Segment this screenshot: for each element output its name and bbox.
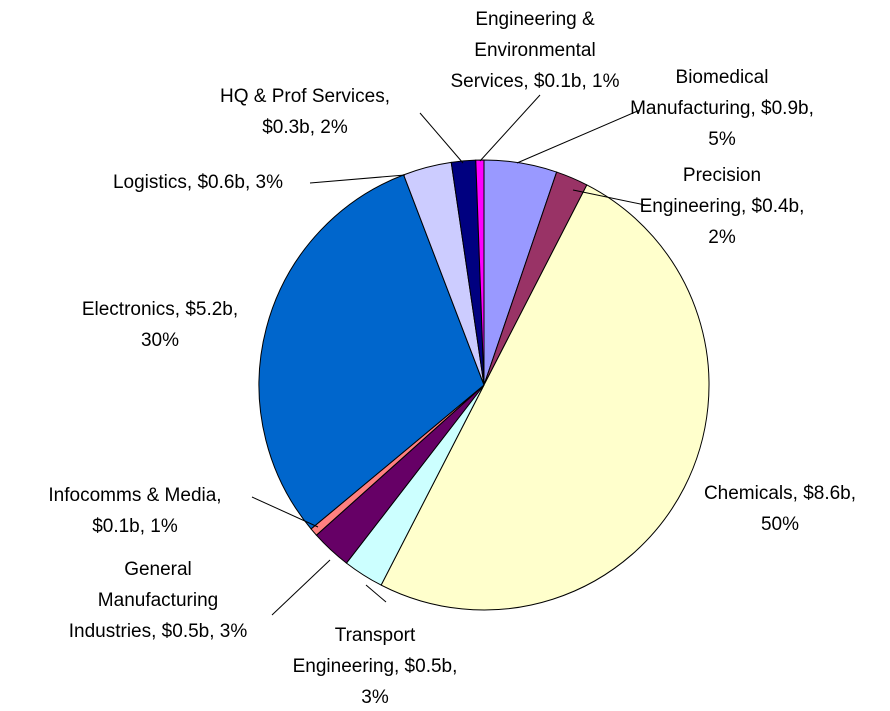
pie-slice: [258, 174, 485, 530]
slice-label: Services, $0.1b, 1%: [451, 71, 620, 92]
slice-label: $0.1b, 1%: [92, 516, 178, 537]
slice-label: Engineering &: [475, 9, 595, 30]
slice-label: Manufacturing: [98, 590, 218, 611]
slice-label: Biomedical: [676, 67, 769, 88]
slice-label: Manufacturing, $0.9b,: [630, 98, 814, 119]
leader-line: [516, 109, 641, 164]
leader-line: [271, 559, 331, 616]
slice-label: Chemicals, $8.6b,: [704, 483, 856, 504]
slice-label: Electronics, $5.2b,: [82, 299, 238, 320]
leader-line: [419, 112, 464, 164]
slice-label: Industries, $0.5b, 3%: [69, 621, 248, 642]
slice-label: Engineering, $0.5b,: [293, 656, 458, 677]
slice-label: 2%: [708, 227, 736, 248]
leader-line: [572, 189, 646, 206]
slice-label: General: [124, 559, 192, 580]
pie-slice: [475, 159, 485, 386]
slice-label: Engineering, $0.4b,: [640, 196, 805, 217]
leader-line: [251, 496, 319, 528]
slice-label: Transport: [335, 625, 416, 646]
slice-label: Precision: [683, 165, 761, 186]
slice-label: HQ & Prof Services,: [220, 86, 390, 107]
slice-label: Infocomms & Media,: [48, 485, 221, 506]
leader-line: [365, 584, 387, 603]
leader-line: [479, 94, 541, 162]
slice-label: 50%: [761, 514, 799, 535]
slice-label: Environmental: [474, 40, 595, 61]
slice-label: $0.3b, 2%: [262, 117, 348, 138]
pie-slice: [380, 184, 710, 611]
slice-label: 5%: [708, 129, 736, 150]
slice-label: Logistics, $0.6b, 3%: [113, 172, 283, 193]
slice-label: 3%: [361, 687, 389, 708]
slice-label: 30%: [141, 330, 179, 351]
leader-line: [309, 174, 406, 184]
